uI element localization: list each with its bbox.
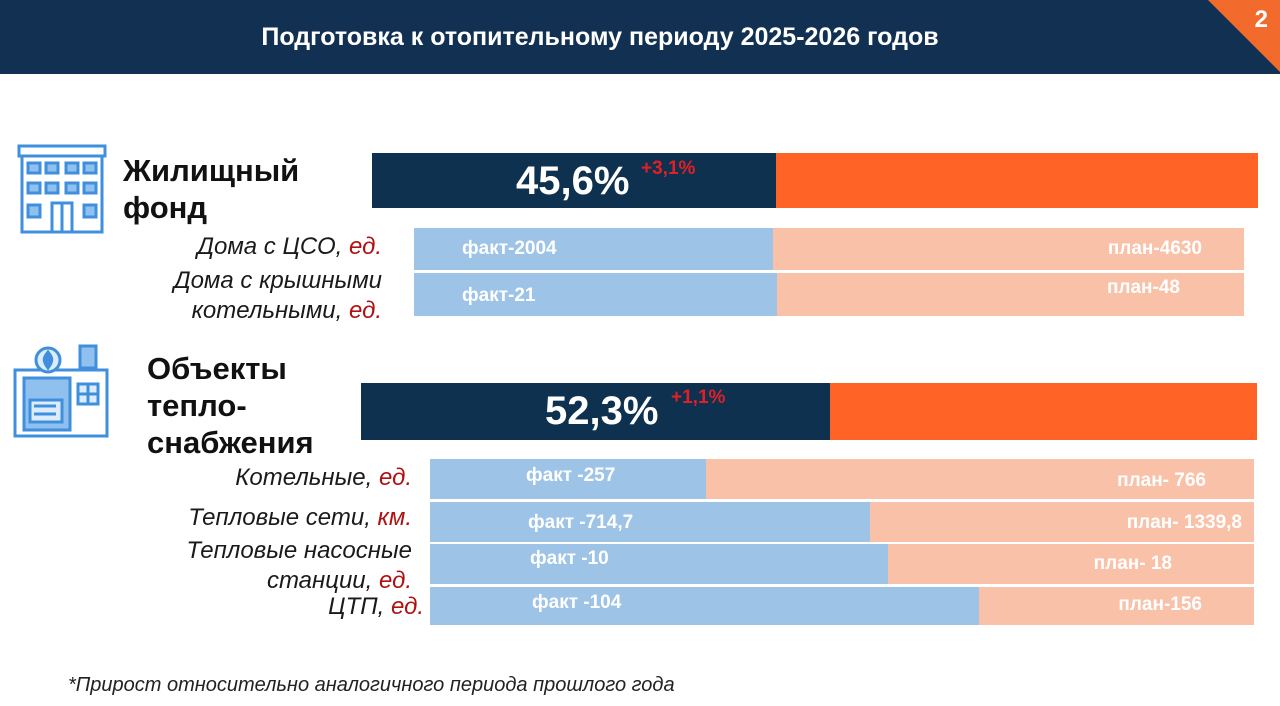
plan-label: план-4630 bbox=[1107, 238, 1202, 259]
row-label: Дома с крышными котельными, ед. bbox=[174, 266, 382, 326]
section-title-line: Объекты bbox=[147, 351, 287, 386]
row-label-line: котельными, ед. bbox=[174, 296, 382, 326]
delta-label: +1,1% bbox=[671, 387, 726, 408]
fact-plan-bar: факт-21 план-48 bbox=[414, 273, 1244, 316]
row-label-unit: ед. bbox=[378, 567, 412, 594]
row-label-unit: км. bbox=[377, 504, 412, 531]
fact-label: факт -257 bbox=[526, 465, 616, 486]
row-label: Тепловые сети, км. bbox=[188, 503, 412, 533]
fact-bar bbox=[430, 459, 707, 499]
fact-label: факт-21 bbox=[462, 285, 536, 306]
row-label-text: Тепловые сети, bbox=[188, 504, 378, 531]
fact-bar bbox=[430, 544, 888, 584]
boiler-house-icon bbox=[13, 344, 109, 438]
section-title-line: тепло- bbox=[147, 388, 247, 423]
plan-label: план- 18 bbox=[1093, 553, 1172, 574]
fact-bar bbox=[430, 502, 870, 542]
row-label-unit: ед. bbox=[348, 233, 382, 260]
fact-plan-bar: факт -104 план-156 bbox=[430, 587, 1254, 625]
plan-remaining-bar bbox=[869, 502, 1254, 542]
row-label-line: станции, ед. bbox=[186, 566, 412, 596]
main-progress-bar bbox=[361, 383, 1257, 440]
section-title: Объекты тепло-снабжения bbox=[147, 350, 314, 461]
row-label-text: Котельные, bbox=[235, 464, 379, 491]
page-title: Подготовка к отопительному периоду 2025-… bbox=[261, 23, 939, 51]
fact-plan-bar: факт-2004 план-4630 bbox=[414, 228, 1244, 270]
row-label-line: Дома с ЦСО, ед. bbox=[197, 232, 382, 262]
row-label-line: Котельные, ед. bbox=[235, 463, 412, 493]
fact-label: факт-2004 bbox=[462, 238, 557, 259]
row-label-unit: ед. bbox=[390, 593, 424, 620]
main-bar-done bbox=[361, 383, 830, 440]
plan-remaining-bar bbox=[777, 273, 1244, 316]
fact-label: факт -10 bbox=[530, 548, 609, 569]
percent-label: 52,3% bbox=[545, 389, 659, 433]
plan-remaining-bar bbox=[887, 544, 1254, 584]
row-label-text: котельными, bbox=[191, 297, 349, 324]
percent-label: 45,6% bbox=[516, 159, 630, 203]
fact-bar bbox=[430, 587, 980, 625]
plan-label: план-156 bbox=[1118, 594, 1202, 615]
main-progress-bar bbox=[372, 153, 1258, 208]
row-label-text: ЦТП, bbox=[328, 593, 391, 620]
row-label: ЦТП, ед. bbox=[328, 592, 424, 622]
page-number: 2 bbox=[1254, 6, 1268, 33]
footnote: *Прирост относительно аналогичного перио… bbox=[68, 674, 675, 696]
main-bar-done bbox=[372, 153, 777, 208]
plan-remaining-bar bbox=[706, 459, 1254, 499]
section-title: Жилищный фонд bbox=[123, 152, 299, 226]
row-label-text: Тепловые насосные bbox=[186, 537, 412, 564]
row-label-text: Дома с крышными bbox=[173, 267, 382, 294]
apartment-building-icon bbox=[17, 144, 107, 234]
fact-bar bbox=[414, 273, 778, 316]
header-bar: Подготовка к отопительному периоду 2025-… bbox=[0, 0, 1280, 74]
row-label: Дома с ЦСО, ед. bbox=[197, 232, 382, 262]
main-bar-remaining bbox=[776, 153, 1258, 208]
row-label-text: станции, bbox=[266, 567, 379, 594]
row-label: Тепловые насосные станции, ед. bbox=[186, 536, 412, 596]
row-label-unit: ед. bbox=[378, 464, 412, 491]
plan-remaining-bar bbox=[773, 228, 1244, 270]
main-bar-remaining bbox=[829, 383, 1257, 440]
row-label-text: Дома с ЦСО, bbox=[197, 233, 349, 260]
fact-plan-bar: факт -10 план- 18 bbox=[430, 544, 1254, 584]
section-title-line: Жилищный bbox=[123, 153, 300, 188]
fact-bar bbox=[414, 228, 774, 270]
fact-label: факт -714,7 bbox=[528, 512, 634, 533]
row-label-line: ЦТП, ед. bbox=[328, 592, 424, 622]
section-title-line: снабжения bbox=[147, 425, 314, 460]
row-label: Котельные, ед. bbox=[235, 463, 412, 493]
section-title-line: фонд bbox=[123, 190, 208, 225]
row-label-line: Дома с крышными bbox=[174, 266, 382, 296]
row-label-line: Тепловые сети, км. bbox=[188, 503, 412, 533]
row-label-line: Тепловые насосные bbox=[186, 536, 412, 566]
corner-accent bbox=[1208, 0, 1280, 72]
row-label-unit: ед. bbox=[348, 297, 382, 324]
fact-plan-bar: факт -714,7 план- 1339,8 bbox=[430, 502, 1254, 542]
fact-plan-bar: факт -257 план- 766 bbox=[430, 459, 1254, 499]
plan-label: план- 766 bbox=[1117, 470, 1206, 491]
plan-label: план-48 bbox=[1106, 277, 1180, 298]
plan-label: план- 1339,8 bbox=[1126, 512, 1242, 533]
delta-label: +3,1% bbox=[641, 158, 696, 179]
fact-label: факт -104 bbox=[532, 592, 622, 613]
plan-remaining-bar bbox=[979, 587, 1254, 625]
